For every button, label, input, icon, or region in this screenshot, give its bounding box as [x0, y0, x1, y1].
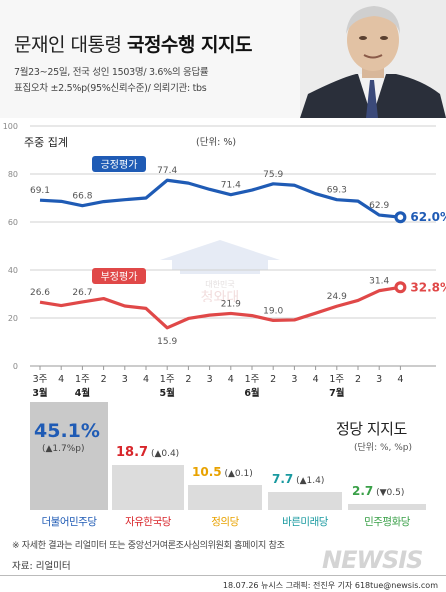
party-value-label: 45.1% (▲1.7%p) — [34, 420, 100, 454]
x-tick-label: 4 — [397, 374, 403, 385]
source-label: 자료: 리얼미터 — [12, 561, 71, 572]
x-tick-label: 1주 — [75, 374, 90, 385]
party-name-label: 민주평화당 — [364, 516, 410, 528]
x-tick-label: 1주 — [245, 374, 260, 385]
data-label: 26.6 — [30, 288, 50, 298]
x-tick-label: 3 — [376, 374, 382, 385]
party-bar — [268, 491, 342, 510]
survey-info-line2: 표집오차 ±2.5%p(95%신뢰수준)/ 의뢰기관: tbs — [14, 83, 207, 94]
series-endpoint-marker-center — [397, 284, 404, 291]
x-tick-label: 3 — [122, 374, 128, 385]
party-value: 2.7 — [352, 483, 374, 498]
survey-info-line1: 7월23~25일, 전국 성인 1503명/ 3.6%의 응답률 — [14, 67, 209, 78]
x-tick-label: 2 — [185, 374, 191, 385]
data-label: 66.8 — [72, 192, 92, 202]
x-tick-label: 1주 — [329, 374, 344, 385]
x-tick-label: 4 — [58, 374, 64, 385]
x-tick-label: 4 — [313, 374, 319, 385]
party-name-label: 바른미래당 — [282, 516, 328, 528]
party-change: (▲0.1) — [221, 468, 253, 479]
party-bar — [30, 401, 108, 510]
x-tick-label: 3주 — [33, 374, 48, 385]
x-tick-label: 2 — [270, 374, 276, 385]
data-label: 26.7 — [72, 288, 92, 298]
party-bar — [112, 465, 184, 510]
president-portrait-image — [300, 0, 446, 118]
seal-small-text: 대한민국 — [205, 279, 234, 289]
party-change: (▲1.4) — [293, 475, 325, 486]
x-month-label: 7월 — [329, 387, 344, 399]
data-label: 69.3 — [327, 186, 347, 196]
divider — [0, 575, 446, 576]
page-title: 문재인 대통령 국정수행 지지도 — [14, 30, 252, 57]
party-change: (▲1.7%p) — [42, 444, 85, 454]
data-label: 32.8% — [410, 280, 446, 294]
party-value-label: 10.5 (▲0.1) — [192, 465, 253, 479]
party-value-label: 7.7 (▲1.4) — [272, 472, 324, 486]
credit-line: 18.07.26 뉴시스 그래픽: 전진우 기자 618tue@newsis.c… — [222, 581, 438, 590]
y-tick-label: 60 — [8, 218, 18, 227]
x-tick-label: 2 — [355, 374, 361, 385]
data-label: 77.4 — [157, 166, 177, 176]
unit-label: (단위: %) — [196, 137, 237, 148]
data-label: 21.9 — [221, 299, 241, 309]
x-tick-label: 2 — [101, 374, 107, 385]
data-label: 69.1 — [30, 186, 50, 196]
data-label: 71.4 — [221, 181, 241, 191]
party-support-unit: (단위: %, %p) — [354, 443, 413, 453]
party-name-label: 정의당 — [211, 516, 239, 528]
approval-line-chart: 0 20 40 60 80 100 3주 3월 4 1주 4월 2 3 4 1주 5월 2 3 4 1주 6월 2 3 4 1주… — [3, 122, 446, 399]
party-name-label: 자유한국당 — [125, 516, 171, 528]
party-value: 45.1% — [34, 420, 100, 442]
data-label: 19.0 — [263, 306, 283, 316]
party-value-label: 2.7 (▼0.5) — [352, 484, 404, 498]
series-line-disapproval — [39, 285, 401, 330]
series-endpoint-marker-center — [397, 214, 404, 220]
series-legend-label: 긍정평가 — [101, 159, 138, 171]
newsis-watermark: NEWSIS — [322, 546, 423, 574]
x-month-label: 5월 — [160, 387, 175, 399]
data-label: 24.9 — [327, 292, 347, 302]
x-tick-label: 3 — [291, 374, 297, 385]
x-tick-label: 3 — [207, 374, 213, 385]
party-value: 7.7 — [272, 471, 294, 486]
seal-text: 청와대 — [201, 290, 240, 302]
party-name-label: 더불어민주당 — [41, 516, 97, 528]
y-tick-label: 100 — [3, 122, 18, 131]
party-value: 10.5 — [192, 464, 222, 479]
footnote: ※ 자세한 결과는 리얼미터 또는 중앙선거여론조사심의위원회 홈페이지 참조 — [12, 541, 285, 551]
series-legend-label: 부정평가 — [101, 271, 138, 283]
party-support-title: 정당 지지도 — [336, 420, 407, 438]
series-line-approval — [39, 178, 401, 219]
party-bar — [188, 484, 262, 510]
weekly-aggregate-label: 주중 집계 — [24, 136, 68, 149]
title-bold: 국정수행 지지도 — [126, 34, 252, 56]
blue-house-seal-watermark: 대한민국 청와대 — [160, 240, 280, 302]
series-legend-box — [92, 268, 146, 284]
x-month-label: 4월 — [75, 387, 90, 399]
x-month-label: 3월 — [32, 387, 47, 399]
data-label: 62.9 — [369, 201, 389, 211]
party-value: 18.7 — [116, 445, 149, 461]
y-tick-label: 80 — [8, 170, 18, 179]
x-tick-label: 4 — [228, 374, 234, 385]
data-label: 75.9 — [263, 170, 283, 180]
x-tick-label: 1주 — [160, 374, 175, 385]
y-tick-label: 40 — [8, 266, 18, 275]
party-change: (▼0.5) — [373, 487, 405, 498]
party-bar — [348, 503, 426, 510]
header: 문재인 대통령 국정수행 지지도 7월23~25일, 전국 성인 1503명/ … — [0, 0, 446, 118]
y-tick-label: 20 — [8, 314, 18, 323]
party-change: (▲0.4) — [148, 449, 180, 460]
x-month-label: 6월 — [244, 387, 259, 399]
data-label: 15.9 — [157, 337, 177, 347]
series-legend-box — [92, 156, 146, 172]
data-label: 31.4 — [369, 277, 389, 287]
party-value-label: 18.7 (▲0.4) — [116, 445, 179, 460]
title-normal: 문재인 대통령 — [14, 34, 127, 56]
x-tick-label: 4 — [143, 374, 149, 385]
data-label: 62.0% — [410, 210, 446, 224]
y-tick-label: 0 — [13, 362, 18, 371]
